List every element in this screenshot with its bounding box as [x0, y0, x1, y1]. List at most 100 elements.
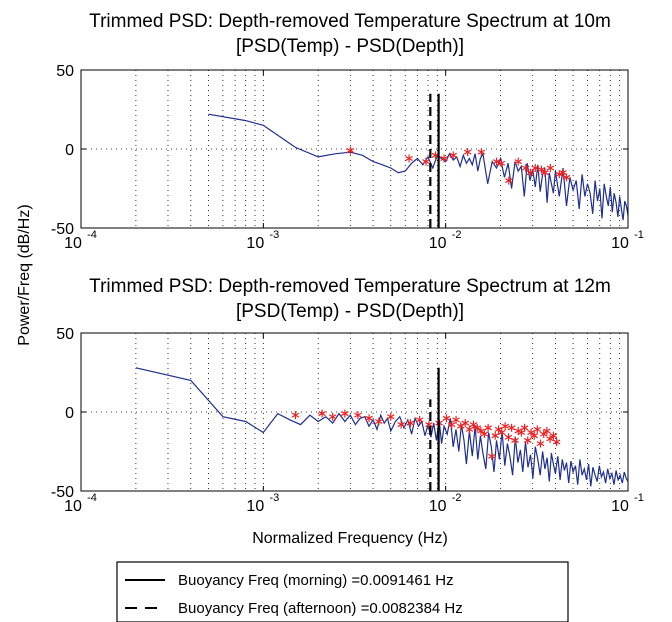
peak-marker [546, 434, 554, 443]
legend: Buoyancy Freq (morning) =0.0091461 Hz Bu… [116, 561, 569, 622]
plot-area [81, 70, 628, 228]
x-tick-exponent: -4 [87, 492, 97, 504]
x-tick-label: 10 [64, 498, 82, 515]
peak-marker [526, 168, 535, 177]
y-axis-label: Power/Freq (dB/Hz) [16, 204, 33, 345]
peak-marker [511, 436, 519, 445]
y-tick-label: 50 [56, 326, 74, 343]
x-tick-exponent: -2 [452, 229, 462, 241]
peak-marker [346, 146, 355, 155]
x-tick-label: 10 [611, 235, 629, 252]
peak-marker [375, 417, 383, 426]
peak-marker [491, 431, 500, 440]
peak-marker [487, 452, 496, 461]
peak-marker [546, 163, 555, 172]
peak-marker [406, 419, 415, 428]
peak-marker [494, 425, 503, 434]
chart-title: Trimmed PSD: Depth-removed Temperature S… [89, 276, 611, 297]
peak-marker [365, 414, 373, 423]
peak-marker [520, 423, 529, 432]
peak-marker [527, 428, 535, 437]
peak-marker [469, 420, 478, 429]
chart-subtitle: [PSD(Temp) - PSD(Depth)] [236, 36, 464, 57]
x-tick-exponent: -1 [634, 229, 644, 241]
x-tick-exponent: -4 [87, 229, 97, 241]
chart-title: Trimmed PSD: Depth-removed Temperature S… [89, 11, 611, 32]
peak-marker [449, 151, 457, 160]
peak-marker [549, 431, 558, 440]
peak-marker [533, 425, 542, 434]
y-tick-label: -50 [51, 221, 74, 238]
peak-marker [505, 176, 513, 185]
x-tick-label: 10 [611, 498, 629, 515]
x-tick-label: 10 [429, 498, 447, 515]
x-tick-label: 10 [429, 235, 447, 252]
peak-marker [537, 165, 546, 174]
peak-marker [504, 433, 513, 442]
y-tick-label: 50 [56, 63, 74, 80]
peak-marker [539, 430, 548, 439]
peak-marker [341, 409, 349, 418]
peak-marker [415, 415, 424, 424]
peak-marker [318, 409, 326, 418]
peak-marker [501, 422, 509, 431]
peak-marker [484, 423, 492, 432]
x-axis-label: Normalized Frequency (Hz) [252, 530, 448, 547]
y-tick-label: -50 [51, 484, 74, 501]
peak-marker [461, 419, 469, 428]
chart-subtitle: [PSD(Temp) - PSD(Depth)] [236, 301, 464, 322]
peak-marker [291, 411, 300, 420]
peak-marker [386, 412, 395, 421]
peak-marker [477, 148, 486, 157]
series-line [135, 367, 629, 487]
x-tick-exponent: -3 [269, 229, 279, 241]
peak-marker [536, 439, 545, 448]
peak-marker [562, 173, 571, 182]
chart-panel-12m: Trimmed PSD: Depth-removed Temperature S… [51, 276, 644, 547]
legend-entry-afternoon: Buoyancy Freq (afternoon) =0.0082384 Hz [178, 600, 463, 617]
peak-marker [463, 148, 472, 157]
plot-area [81, 333, 628, 491]
peak-marker [422, 157, 430, 166]
peak-marker [497, 159, 506, 168]
series-line [208, 113, 629, 221]
x-tick-exponent: -3 [269, 492, 279, 504]
peak-marker [521, 163, 530, 172]
y-tick-label: 0 [65, 142, 74, 159]
x-tick-label: 10 [246, 498, 264, 515]
peak-marker [473, 423, 482, 432]
peak-marker [523, 436, 532, 445]
legend-entry-morning: Buoyancy Freq (morning) =0.0091461 Hz [178, 572, 454, 589]
x-tick-exponent: -2 [452, 492, 462, 504]
peak-marker [440, 154, 448, 163]
peak-marker [541, 168, 549, 177]
grid [81, 70, 628, 228]
x-tick-label: 10 [64, 235, 82, 252]
x-tick-label: 10 [246, 235, 264, 252]
peak-marker [492, 157, 501, 166]
peak-marker [465, 425, 474, 434]
peak-marker [328, 412, 337, 421]
peak-marker [447, 420, 456, 429]
legend-box [116, 561, 569, 622]
peak-marker [531, 163, 540, 172]
peak-marker [405, 154, 413, 163]
peak-markers [346, 146, 571, 185]
peak-marker [543, 426, 551, 435]
peak-marker [552, 438, 561, 447]
x-tick-exponent: -1 [634, 492, 644, 504]
peak-marker [497, 428, 506, 437]
peak-marker [530, 431, 539, 440]
chart-panel-10m: Trimmed PSD: Depth-removed Temperature S… [51, 11, 644, 252]
grid [81, 333, 628, 491]
y-tick-label: 0 [65, 405, 74, 422]
peak-marker [397, 420, 405, 429]
peak-marker [480, 430, 489, 439]
peak-marker [507, 423, 516, 432]
peak-marker [559, 168, 567, 177]
peak-marker [425, 420, 433, 429]
peak-marker [477, 426, 485, 435]
peak-marker [514, 157, 523, 166]
peak-marker [452, 415, 460, 424]
